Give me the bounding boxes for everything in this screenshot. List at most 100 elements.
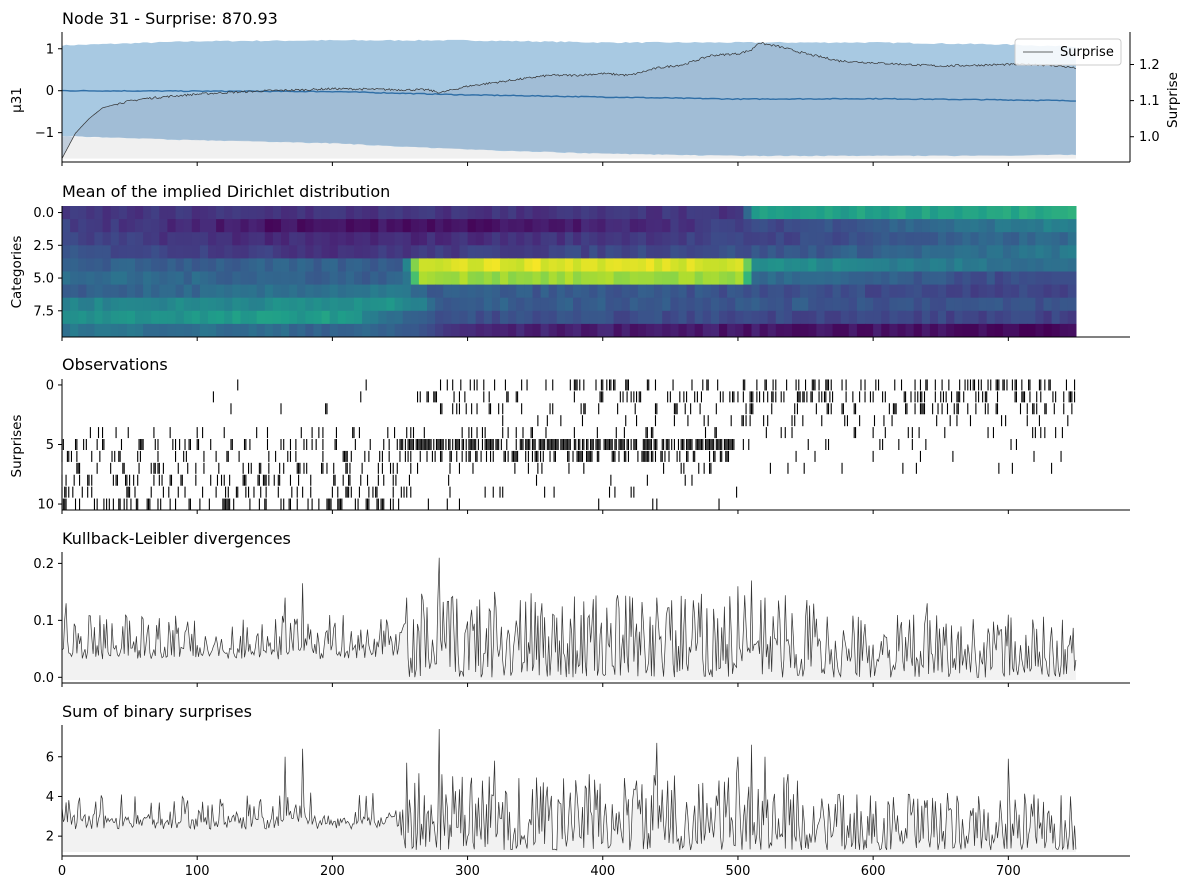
heatmap-cell (824, 310, 834, 325)
heatmap-cell (978, 310, 988, 325)
heatmap-cell (281, 271, 290, 286)
heatmap-cell (313, 258, 323, 272)
heatmap-cell (516, 258, 525, 272)
heatmap-cell (605, 323, 615, 338)
heatmap-cell (378, 297, 387, 312)
panel-2-axes: 0.0 2.5 5.0 7.5 (33, 206, 1130, 341)
heatmap-cell (897, 206, 907, 220)
heatmap-cell (1051, 284, 1061, 299)
heatmap-cell (410, 297, 420, 312)
heatmap-cell (451, 206, 460, 220)
heatmap-cell (905, 271, 915, 286)
heatmap-cell (126, 297, 136, 312)
series-line (61, 728, 1077, 851)
heatmap-cell (224, 297, 233, 312)
heatmap-cell (832, 245, 842, 259)
heatmap-cell (678, 232, 688, 246)
heatmap-cell (986, 271, 996, 286)
heatmap-cell (394, 219, 404, 233)
heatmap-cell (1019, 323, 1028, 338)
heatmap-cell (856, 297, 866, 312)
heatmap-cell (459, 323, 469, 338)
heatmap-cell (905, 310, 915, 325)
heatmap-cell (856, 323, 866, 338)
heatmap-cell (337, 297, 347, 312)
heatmap-cell (775, 323, 785, 338)
heatmap-cell (962, 232, 972, 246)
heatmap-cell (686, 271, 696, 286)
heatmap-cell (621, 245, 631, 259)
heatmap-cell (962, 284, 972, 299)
heatmap-cell (475, 206, 485, 220)
heatmap-cell (840, 297, 850, 312)
heatmap-cell (727, 323, 736, 338)
heatmap-cell (986, 232, 996, 246)
heatmap-cell (881, 206, 890, 220)
heatmap-cell (151, 284, 160, 299)
heatmap-cell (800, 258, 809, 272)
heatmap-cell (613, 284, 623, 299)
heatmap-cell (946, 245, 955, 259)
heatmap-cell (670, 297, 680, 312)
heatmap-cell (727, 271, 736, 286)
heatmap-cell (183, 297, 193, 312)
heatmap-cell (418, 258, 428, 272)
heatmap-cell (873, 284, 882, 299)
heatmap-cell (848, 245, 858, 259)
heatmap-cell (354, 323, 363, 338)
heatmap-cell (459, 284, 469, 299)
heatmap-cell (808, 271, 817, 286)
heatmap-cell (313, 232, 323, 246)
heatmap-cell (751, 323, 761, 338)
heatmap-cell (1019, 297, 1028, 312)
heatmap-cell (1067, 206, 1077, 220)
heatmap-cell (1051, 219, 1061, 233)
y-tick-label: 0 (46, 84, 54, 99)
heatmap-cell (783, 219, 793, 233)
heatmap-cell (1019, 271, 1028, 286)
heatmap-cell (637, 245, 647, 259)
heatmap-cell (621, 219, 631, 233)
heatmap-cell (524, 297, 533, 312)
heatmap-cell (1043, 284, 1053, 299)
heatmap-cell (451, 284, 460, 299)
heatmap-cell (289, 206, 298, 220)
heatmap-cell (962, 245, 972, 259)
heatmap-cell (516, 310, 525, 325)
heatmap-cell (1027, 271, 1036, 286)
heatmap-cell (719, 297, 728, 312)
heatmap-cell (783, 258, 793, 272)
heatmap-cell (694, 297, 704, 312)
heatmap-cell (1067, 323, 1077, 338)
heatmap-cell (289, 323, 298, 338)
heatmap-cell (191, 232, 201, 246)
x-tick-label: 500 (726, 864, 751, 879)
heatmap-cell (305, 206, 314, 220)
heatmap-cell (427, 297, 436, 312)
heatmap-cell (743, 232, 753, 246)
heatmap-cell (289, 271, 298, 286)
heatmap-cell (929, 310, 939, 325)
heatmap-cell (70, 271, 79, 286)
heatmap-cell (702, 271, 712, 286)
heatmap-cell (848, 284, 858, 299)
heatmap-cell (938, 206, 947, 220)
heatmap-cell (1059, 323, 1069, 338)
heatmap-cell (994, 271, 1004, 286)
heatmap-cell (516, 284, 525, 299)
heatmap-cell (224, 232, 233, 246)
heatmap-cell (418, 323, 428, 338)
heatmap-cell (94, 232, 104, 246)
heatmap-cell (978, 206, 988, 220)
heatmap-cell (435, 258, 444, 272)
heatmap-cell (962, 258, 972, 272)
heatmap-cell (135, 284, 144, 299)
heatmap-cell (686, 245, 696, 259)
heatmap-cell (889, 219, 899, 233)
heatmap-cell (970, 219, 980, 233)
heatmap-cell (443, 284, 452, 299)
heatmap-cell (500, 258, 509, 272)
heatmap-cell (475, 323, 485, 338)
heatmap-cell (508, 297, 517, 312)
